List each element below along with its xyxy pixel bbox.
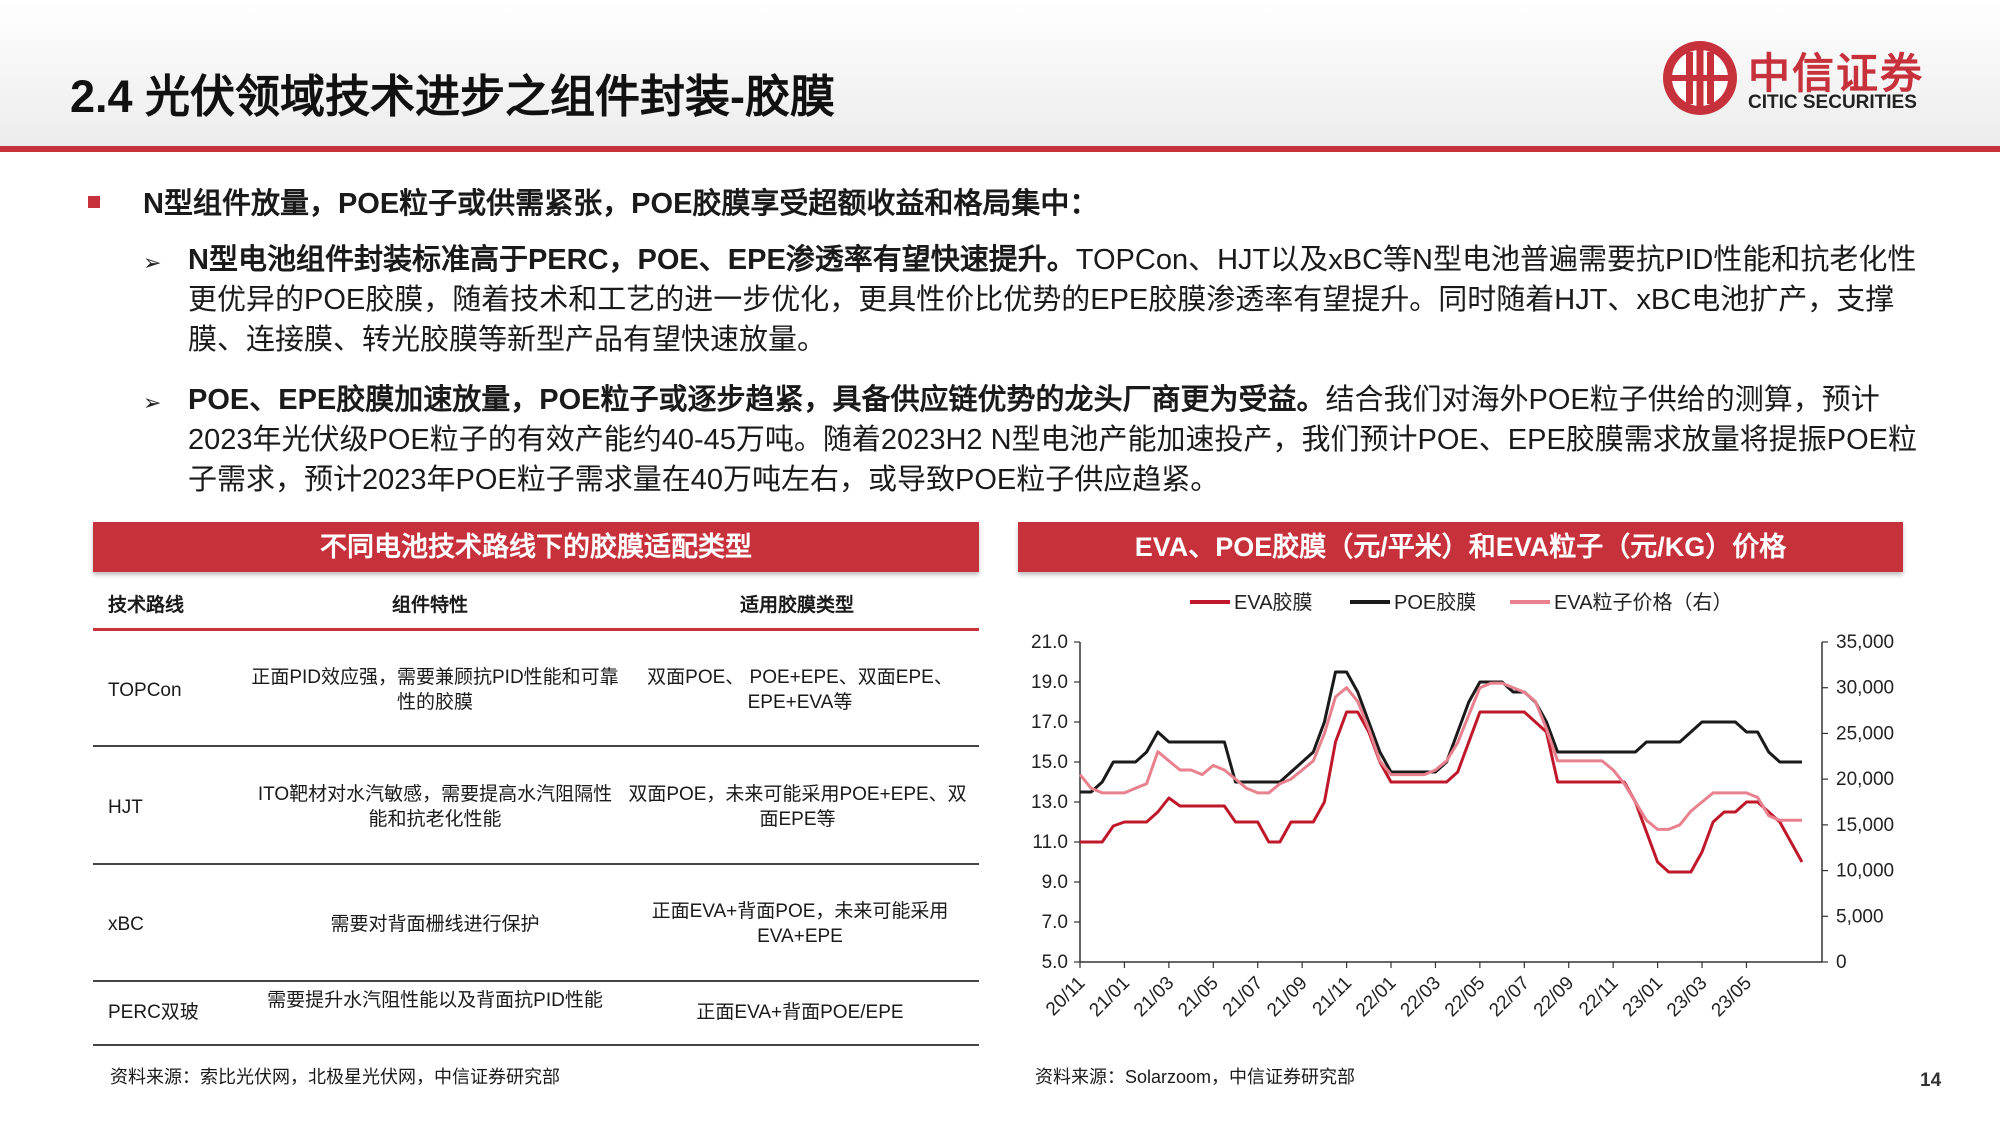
logo-english-name: CITIC SECURITIES [1748, 92, 1917, 113]
x-tick-label: 23/05 [1708, 973, 1756, 1021]
x-tick-label: 22/07 [1485, 973, 1533, 1021]
table-cell-route: TOPCon [108, 680, 182, 701]
right-y-tick-label: 0 [1836, 952, 1847, 973]
left-y-tick-label: 15.0 [1031, 752, 1068, 773]
point-1-text: TOPCon、HJT以及xBC等N型电池普遍需要抗PID性能和抗老化性更优异的P… [188, 244, 1917, 356]
bullet-square-icon [88, 196, 100, 208]
citic-emblem-icon [1663, 41, 1737, 115]
left-y-tick-label: 19.0 [1031, 672, 1068, 693]
page-number: 14 [1920, 1070, 1942, 1091]
left-y-tick-label: 5.0 [1042, 952, 1068, 973]
table-row-divider [93, 863, 979, 865]
legend-label-3: EVA粒子价格（右） [1554, 591, 1733, 614]
x-tick-label: 21/05 [1174, 973, 1222, 1021]
logo-chinese-name: 中信证券 [1748, 50, 1925, 97]
table-row-divider [93, 745, 979, 747]
table-header-divider [93, 628, 979, 631]
series-line-3 [1078, 681, 1802, 831]
page-title: 2.4 光伏领域技术进步之组件封装-胶膜 [70, 71, 836, 122]
x-tick-label: 22/05 [1441, 973, 1489, 1021]
point-2-bold: POE、EPE胶膜加速放量，POE粒子或逐步趋紧，具备供应链优势的龙头厂商更为受… [188, 384, 1326, 416]
right-y-tick-label: 25,000 [1836, 723, 1894, 744]
table-cell-film: 正面EVA+背面POE，未来可能采用EVA+EPE [651, 901, 949, 947]
table-cell-route: HJT [108, 797, 143, 818]
table-cell-feature: 需要提升水汽阻性能以及背面抗PID性能 [267, 990, 603, 1011]
table-cell-film: 正面EVA+背面POE/EPE [696, 1002, 904, 1023]
x-tick-label: 22/03 [1397, 973, 1445, 1021]
x-tick-label: 21/01 [1085, 973, 1133, 1021]
table-cell-film: 双面POE、 POE+EPE、双面EPE、EPE+EVA等 [647, 667, 953, 713]
x-tick-label: 22/01 [1352, 973, 1400, 1021]
citic-logo: 中信证券 CITIC SECURITIES [1660, 38, 1945, 118]
table-cell-feature: 需要对背面栅线进行保护 [330, 914, 540, 935]
left-y-tick-label: 21.0 [1031, 632, 1068, 653]
x-tick-label: 20/11 [1042, 973, 1089, 1020]
headline: N型组件放量，POE粒子或供需紧张，POE胶膜享受超额收益和格局集中： [143, 188, 1099, 220]
table-cell-route: PERC双玻 [108, 1002, 199, 1023]
series-line-1 [1080, 710, 1804, 874]
right-y-tick-label: 5,000 [1836, 906, 1884, 927]
table-header-film: 适用胶膜类型 [740, 595, 855, 616]
series-line-2 [1080, 670, 1802, 794]
table-cell-feature: ITO靶材对水汽敏感，需要提高水汽阻隔性能和抗老化性能 [257, 784, 613, 830]
table-bottom-line [93, 1044, 979, 1046]
point-2: POE、EPE胶膜加速放量，POE粒子或逐步趋紧，具备供应链优势的龙头厂商更为受… [188, 380, 1918, 500]
x-tick-label: 22/09 [1530, 973, 1578, 1021]
legend-label-1: EVA胶膜 [1234, 591, 1313, 614]
right-y-tick-label: 10,000 [1836, 861, 1894, 882]
table-row-divider [93, 980, 979, 982]
table-cell-film: 双面POE，未来可能采用POE+EPE、双面EPE等 [628, 784, 967, 830]
x-tick-label: 21/07 [1219, 973, 1267, 1021]
table-title: 不同电池技术路线下的胶膜适配类型 [93, 522, 979, 572]
header-divider [0, 146, 2000, 152]
chart-title: EVA、POE胶膜（元/平米）和EVA粒子（元/KG）价格 [1018, 522, 1903, 572]
point-1-bold: N型电池组件封装标准高于PERC，POE、EPE渗透率有望快速提升。 [188, 244, 1076, 276]
x-tick-label: 23/03 [1663, 973, 1711, 1021]
price-line-chart: 5.0 7.0 9.0 11.0 13.0 15.0 17.0 19.0 21.0 0 5,000 1… [1031, 591, 1894, 1021]
x-tick-label: 21/09 [1263, 973, 1311, 1021]
point-2-text: 结合我们对海外POE粒子供给的测算，预计2023年光伏级POE粒子的有效产能约4… [188, 384, 1918, 496]
left-y-tick-label: 9.0 [1042, 872, 1068, 893]
x-tick-label: 23/01 [1619, 973, 1667, 1021]
arrow-bullet-icon: ➢ [143, 250, 162, 275]
chart-source: 资料来源：Solarzoom，中信证券研究部 [1035, 1067, 1356, 1087]
arrow-bullet-icon: ➢ [143, 390, 162, 415]
right-y-tick-label: 30,000 [1836, 678, 1894, 699]
table-header-route: 技术路线 [108, 595, 185, 616]
right-y-tick-label: 35,000 [1836, 632, 1894, 653]
left-y-tick-label: 17.0 [1031, 712, 1068, 733]
legend-label-2: POE胶膜 [1394, 591, 1476, 614]
point-1: N型电池组件封装标准高于PERC，POE、EPE渗透率有望快速提升。TOPCon… [188, 240, 1918, 360]
right-y-tick-label: 20,000 [1836, 769, 1894, 790]
left-y-tick-label: 11.0 [1032, 832, 1068, 853]
right-y-tick-label: 15,000 [1836, 815, 1894, 836]
x-tick-label: 21/03 [1130, 973, 1178, 1021]
x-tick-label: 21/11 [1309, 973, 1356, 1020]
table-cell-route: xBC [108, 914, 144, 935]
table-cell-feature: 正面PID效应强，需要兼顾抗PID性能和可靠性的胶膜 [251, 667, 619, 713]
left-y-tick-label: 7.0 [1042, 912, 1068, 933]
table-source: 资料来源：索比光伏网，北极星光伏网，中信证券研究部 [110, 1067, 560, 1087]
x-tick-label: 22/11 [1575, 973, 1622, 1020]
left-y-tick-label: 13.0 [1031, 792, 1068, 813]
table-header-feature: 组件特性 [392, 595, 469, 616]
